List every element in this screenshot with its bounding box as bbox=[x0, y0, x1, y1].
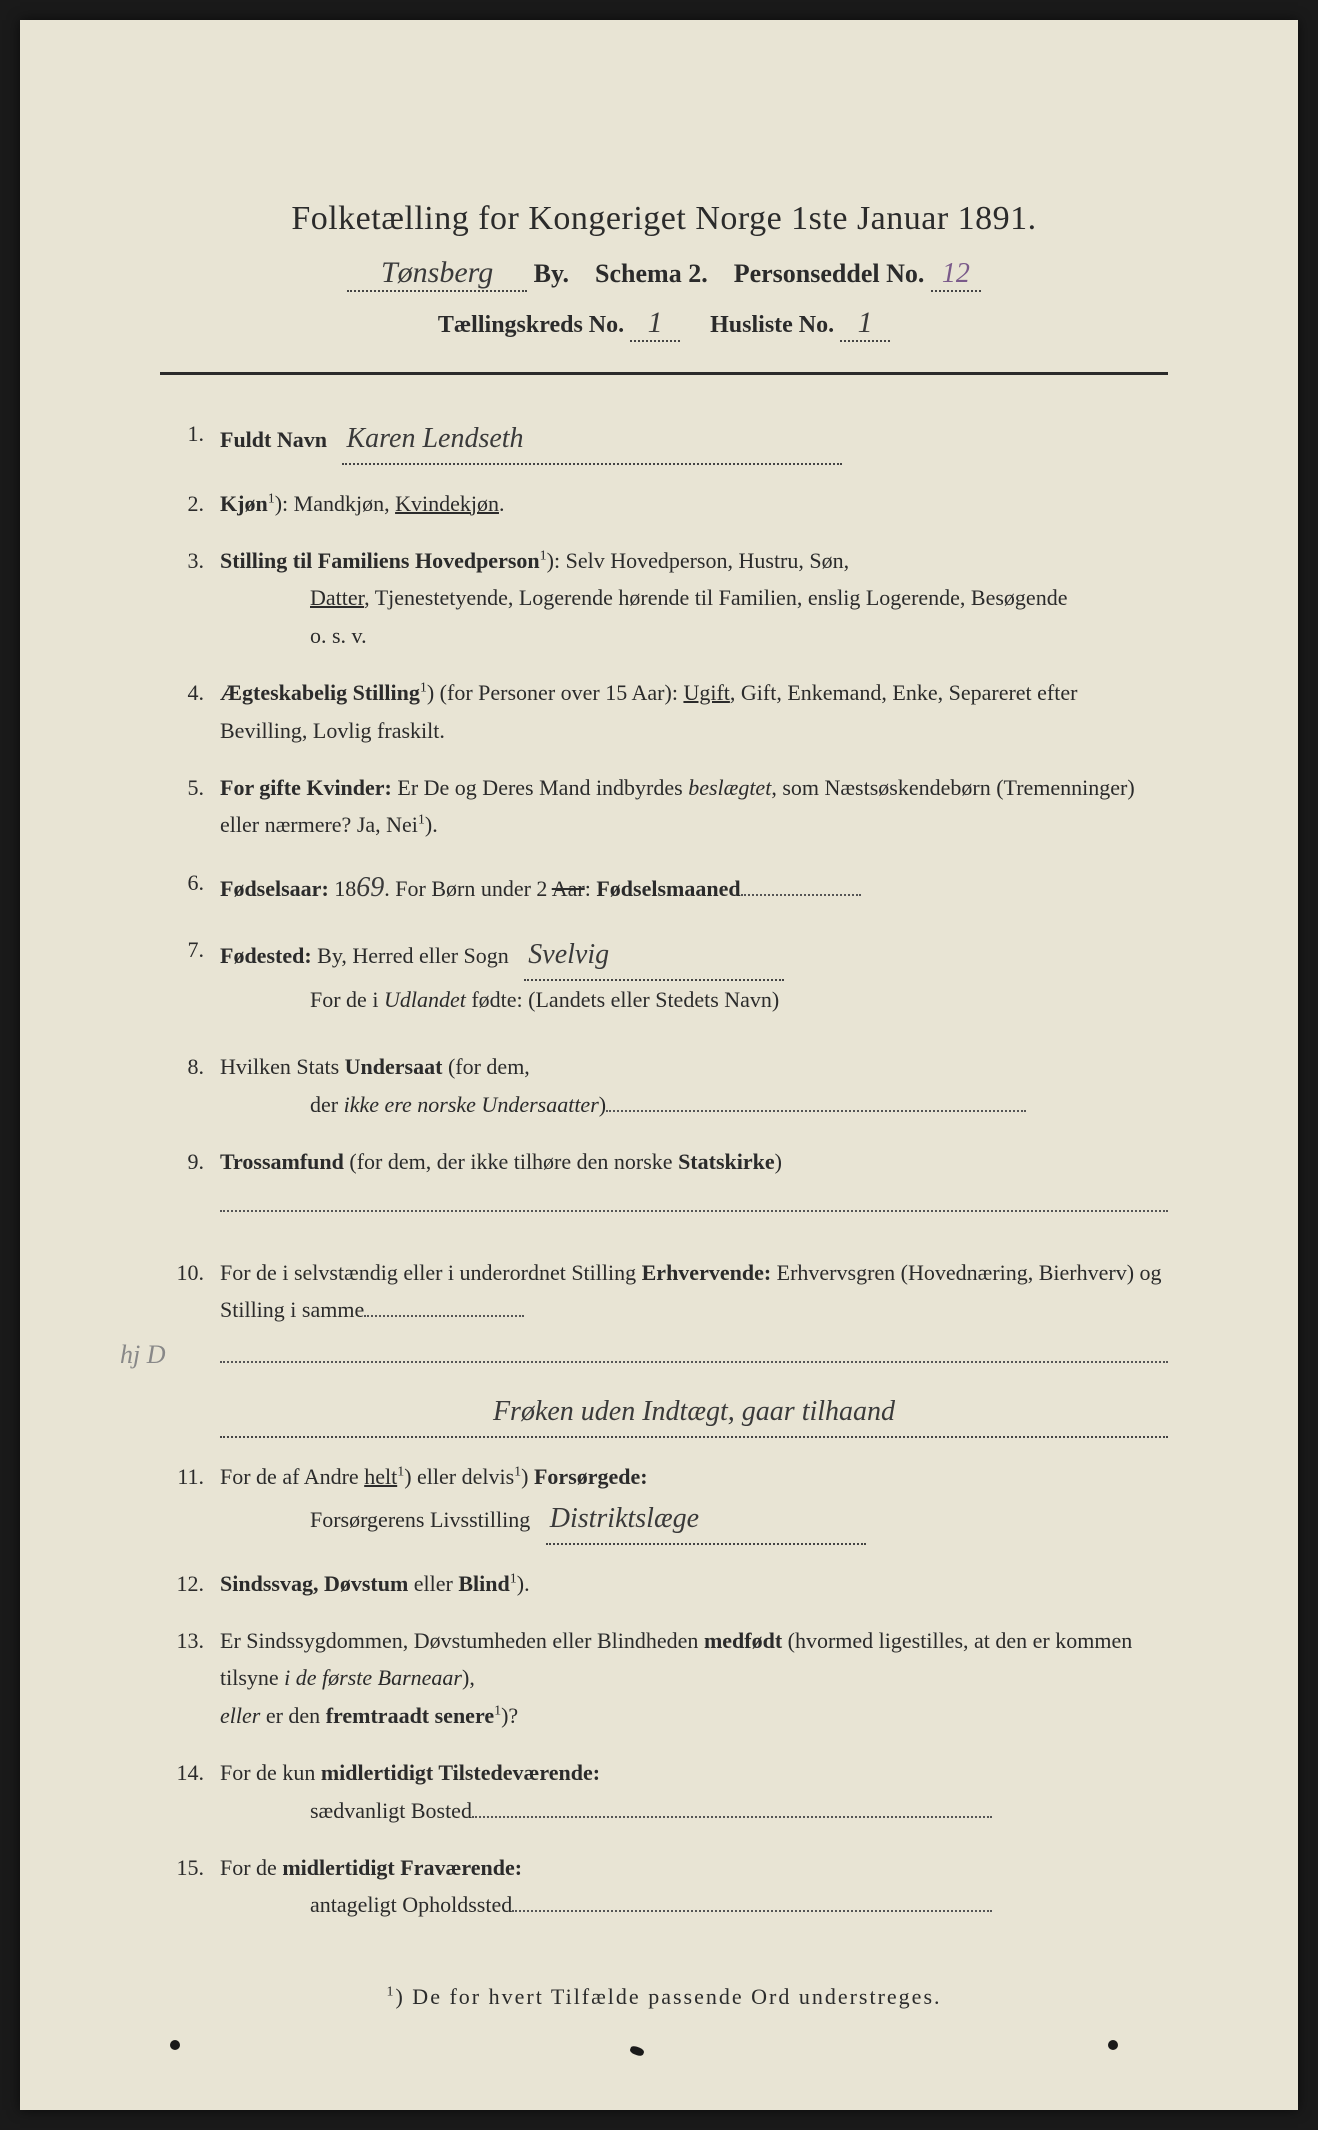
schema-label: Schema 2. bbox=[595, 259, 708, 288]
item-content: Sindssvag, Døvstum eller Blind1). bbox=[220, 1565, 1168, 1602]
main-title: Folketælling for Kongeriget Norge 1ste J… bbox=[160, 200, 1168, 238]
item-8: 8. Hvilken Stats Undersaat (for dem, der… bbox=[170, 1048, 1168, 1123]
item-13: 13. Er Sindssygdommen, Døvstumheden elle… bbox=[170, 1622, 1168, 1734]
item-content: Kjøn1): Mandkjøn, Kvindekjøn. bbox=[220, 485, 1168, 522]
item-content: Trossamfund (for dem, der ikke tilhøre d… bbox=[220, 1143, 1168, 1224]
item-num: 2. bbox=[170, 485, 220, 522]
item-2: 2. Kjøn1): Mandkjøn, Kvindekjøn. bbox=[170, 485, 1168, 522]
item-content: Stilling til Familiens Hovedperson1): Se… bbox=[220, 542, 1168, 654]
city-field: Tønsberg bbox=[347, 256, 527, 292]
label: Fuldt Navn bbox=[220, 427, 327, 452]
header-divider bbox=[160, 372, 1168, 375]
birthplace-value: Svelvig bbox=[524, 931, 784, 981]
item-content: For de af Andre helt1) eller delvis1) Fo… bbox=[220, 1458, 1168, 1545]
personseddel-label: Personseddel No. bbox=[734, 259, 925, 288]
item-num: 10. bbox=[170, 1254, 220, 1438]
name-value: Karen Lendseth bbox=[342, 415, 842, 465]
item-9: 9. Trossamfund (for dem, der ikke tilhør… bbox=[170, 1143, 1168, 1224]
item-num: 7. bbox=[170, 931, 220, 1018]
item-10: 10. For de i selvstændig eller i underor… bbox=[170, 1254, 1168, 1438]
occupation-value: Frøken uden Indtægt, gaar tilhaand bbox=[220, 1388, 1168, 1438]
label: Kjøn bbox=[220, 491, 268, 516]
item-content: For de i selvstændig eller i underordnet… bbox=[220, 1254, 1168, 1438]
husliste-no: 1 bbox=[840, 306, 890, 342]
selected-marital: Ugift bbox=[683, 680, 729, 705]
census-form-page: Folketælling for Kongeriget Norge 1ste J… bbox=[20, 20, 1298, 2110]
item-num: 8. bbox=[170, 1048, 220, 1123]
item-num: 5. bbox=[170, 769, 220, 844]
item-4: 4. Ægteskabelig Stilling1) (for Personer… bbox=[170, 674, 1168, 749]
item-5: 5. For gifte Kvinder: Er De og Deres Man… bbox=[170, 769, 1168, 844]
item-num: 14. bbox=[170, 1754, 220, 1829]
item-content: For de kun midlertidigt Tilstedeværende:… bbox=[220, 1754, 1168, 1829]
item-12: 12. Sindssvag, Døvstum eller Blind1). bbox=[170, 1565, 1168, 1602]
item-content: Fødested: By, Herred eller Sogn Svelvig … bbox=[220, 931, 1168, 1018]
by-label: By. bbox=[534, 259, 569, 288]
husliste-label: Husliste No. bbox=[710, 312, 834, 338]
item-15: 15. For de midlertidigt Fraværende: anta… bbox=[170, 1849, 1168, 1924]
form-header: Folketælling for Kongeriget Norge 1ste J… bbox=[160, 200, 1168, 342]
taellingskreds-no: 1 bbox=[630, 306, 680, 342]
item-num: 11. bbox=[170, 1458, 220, 1545]
item-14: 14. For de kun midlertidigt Tilstedevære… bbox=[170, 1754, 1168, 1829]
item-content: Hvilken Stats Undersaat (for dem, der ik… bbox=[220, 1048, 1168, 1123]
margin-note: hj D bbox=[120, 1340, 166, 1370]
item-1: 1. Fuldt Navn Karen Lendseth bbox=[170, 415, 1168, 465]
subtitle-2: Tællingskreds No. 1 Husliste No. 1 bbox=[160, 306, 1168, 342]
selected-relation: Datter bbox=[310, 585, 364, 610]
personseddel-no: 12 bbox=[931, 258, 981, 292]
ink-blot bbox=[1108, 2040, 1118, 2050]
ink-blot bbox=[170, 2040, 180, 2050]
item-num: 9. bbox=[170, 1143, 220, 1224]
item-content: Er Sindssygdommen, Døvstumheden eller Bl… bbox=[220, 1622, 1168, 1734]
label: Fødested: bbox=[220, 943, 312, 968]
item-num: 1. bbox=[170, 415, 220, 465]
label: Ægteskabelig Stilling bbox=[220, 680, 420, 705]
item-num: 13. bbox=[170, 1622, 220, 1734]
item-num: 12. bbox=[170, 1565, 220, 1602]
form-body: 1. Fuldt Navn Karen Lendseth 2. Kjøn1): … bbox=[160, 415, 1168, 1924]
provider-value: Distriktslæge bbox=[546, 1495, 866, 1545]
label: Stilling til Familiens Hovedperson bbox=[220, 548, 540, 573]
item-11: 11. For de af Andre helt1) eller delvis1… bbox=[170, 1458, 1168, 1545]
footnote: 1) De for hvert Tilfælde passende Ord un… bbox=[160, 1984, 1168, 2010]
item-content: Fødselsaar: 1869. For Børn under 2 Aar: … bbox=[220, 864, 1168, 912]
item-6: 6. Fødselsaar: 1869. For Børn under 2 Aa… bbox=[170, 864, 1168, 912]
label: Fødselsaar: bbox=[220, 876, 329, 901]
item-num: 15. bbox=[170, 1849, 220, 1924]
item-content: Fuldt Navn Karen Lendseth bbox=[220, 415, 1168, 465]
ink-blot bbox=[629, 2045, 645, 2057]
item-content: For de midlertidigt Fraværende: antageli… bbox=[220, 1849, 1168, 1924]
taellingskreds-label: Tællingskreds No. bbox=[438, 312, 624, 338]
item-num: 4. bbox=[170, 674, 220, 749]
item-content: For gifte Kvinder: Er De og Deres Mand i… bbox=[220, 769, 1168, 844]
item-7: 7. Fødested: By, Herred eller Sogn Svelv… bbox=[170, 931, 1168, 1018]
item-content: Ægteskabelig Stilling1) (for Personer ov… bbox=[220, 674, 1168, 749]
item-num: 6. bbox=[170, 864, 220, 912]
label: For gifte Kvinder: bbox=[220, 775, 392, 800]
subtitle-1: Tønsberg By. Schema 2. Personseddel No. … bbox=[160, 256, 1168, 292]
item-3: 3. Stilling til Familiens Hovedperson1):… bbox=[170, 542, 1168, 654]
selected-sex: Kvindekjøn bbox=[395, 491, 499, 516]
item-num: 3. bbox=[170, 542, 220, 654]
